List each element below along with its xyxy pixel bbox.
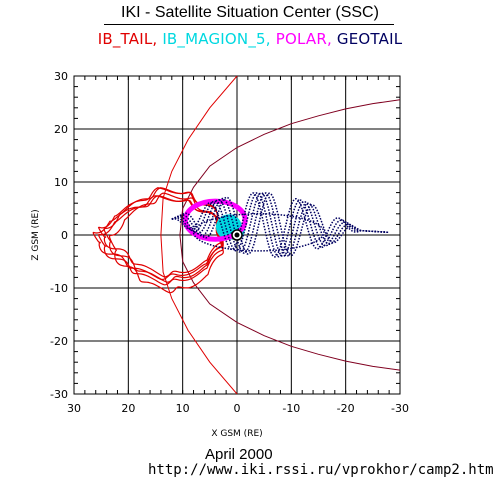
page-title: IKI - Satellite Situation Center (SSC) — [121, 4, 379, 21]
x-tick-label: -20 — [337, 402, 355, 415]
legend-ib-tail: IB_TAIL — [97, 30, 153, 48]
z-axis-label: Z GSM (RE) — [31, 209, 41, 260]
satellite-legend: IB_TAIL, IB_MAGION_5, POLAR, GEOTAIL — [0, 30, 500, 48]
legend-polar: POLAR — [275, 30, 327, 48]
magnetopause-line — [179, 234, 400, 371]
geotail-orbit — [171, 192, 390, 258]
footer-date: April 2000 — [205, 446, 273, 463]
z-tick-label: 0 — [61, 229, 68, 242]
legend-geotail: GEOTAIL — [336, 30, 403, 48]
z-tick-label: -10 — [50, 282, 68, 295]
x-tick-label: -30 — [391, 402, 409, 415]
x-tick-label: 10 — [176, 402, 190, 415]
geotail-inner-orbit — [192, 213, 325, 252]
x-axis-label: X GSM (RE) — [211, 429, 262, 439]
x-tick-label: 20 — [121, 402, 135, 415]
plot-area — [92, 76, 400, 394]
z-tick-label: 10 — [54, 176, 68, 189]
magnetopause-line — [179, 99, 400, 236]
x-tick-label: 0 — [234, 402, 241, 415]
earth-core — [234, 232, 240, 238]
title-underline — [104, 24, 394, 25]
legend-ib-magion: IB_MAGION_5 — [162, 30, 266, 48]
x-tick-label: -10 — [282, 402, 300, 415]
z-tick-label: 20 — [54, 123, 68, 136]
x-tick-label: 30 — [67, 402, 81, 415]
z-tick-label: 30 — [54, 70, 68, 83]
legend-separator: , — [265, 30, 276, 48]
geotail-orbit — [171, 192, 390, 258]
z-tick-label: -30 — [50, 388, 68, 401]
footer-url[interactable]: http://www.iki.rssi.ru/vprokhor/camp2.ht… — [148, 462, 494, 478]
geotail-orbit — [171, 192, 390, 258]
legend-separator: , — [152, 30, 163, 48]
z-tick-label: -20 — [50, 335, 68, 348]
legend-separator: , — [326, 30, 337, 48]
